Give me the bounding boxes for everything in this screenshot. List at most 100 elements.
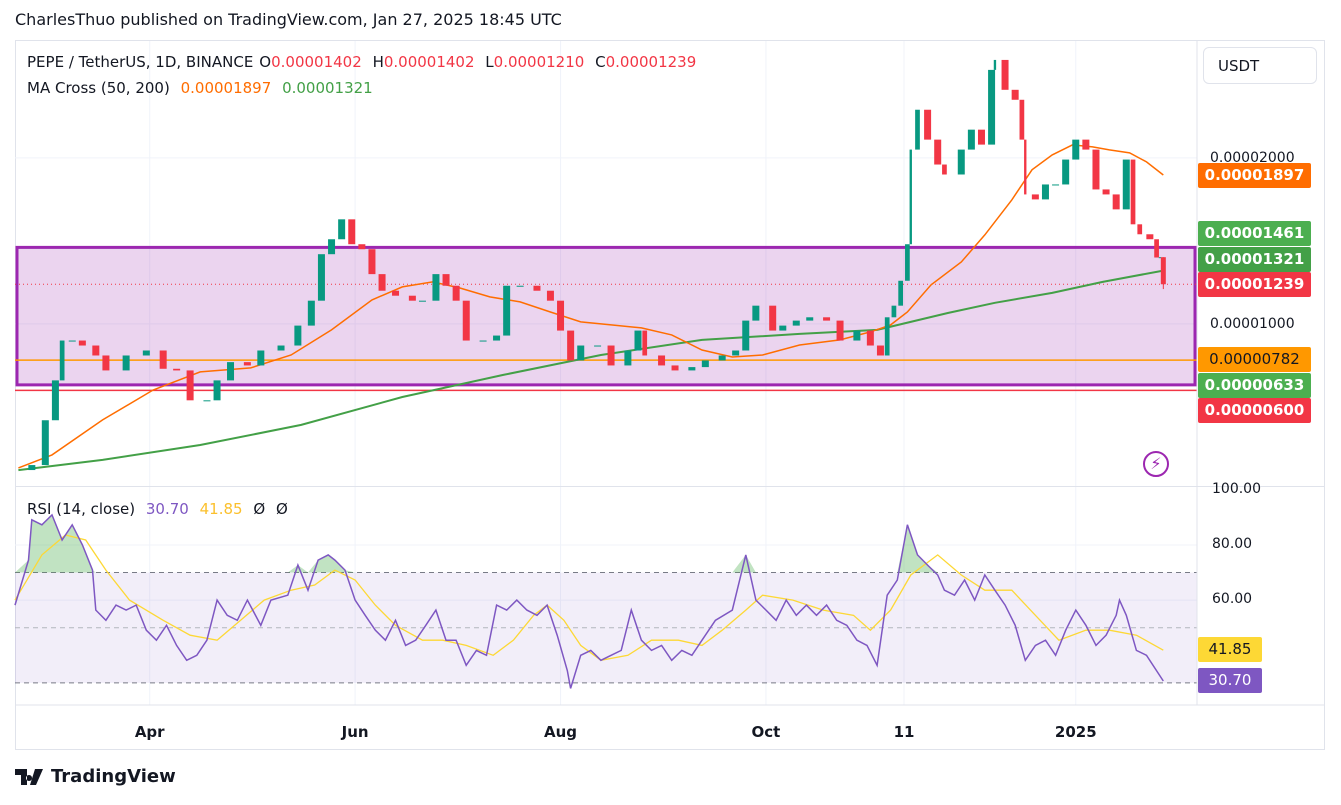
candle [1092, 149, 1100, 190]
candle [779, 325, 787, 331]
candle [891, 305, 897, 318]
candle [924, 109, 932, 140]
candle [993, 59, 997, 70]
rsi-ma-badge: 41.85 [1198, 637, 1262, 662]
orange-level-badge: 0.00000782 [1198, 347, 1311, 372]
candle [462, 300, 470, 341]
candle [493, 335, 501, 341]
candle [243, 362, 251, 366]
candle [1130, 159, 1136, 225]
candle [92, 345, 100, 356]
candle [122, 355, 130, 371]
candle [977, 129, 985, 145]
candle [988, 69, 996, 145]
candle [1011, 89, 1019, 100]
time-tick-label: Jun [341, 723, 369, 741]
lightning-icon[interactable]: ⚡︎ [1143, 451, 1169, 477]
candle [634, 330, 642, 351]
open-value: 0.00001402 [271, 53, 362, 71]
candle [898, 280, 904, 306]
candle [227, 362, 235, 381]
candle [51, 380, 59, 421]
candle [418, 300, 426, 302]
candle [607, 345, 615, 366]
brand-name: TradingView [51, 766, 176, 787]
red-level-badge: 0.00000600 [1198, 398, 1311, 423]
time-tick-label: 2025 [1054, 723, 1097, 741]
candle [1160, 257, 1166, 285]
candle [102, 355, 110, 371]
rsi-band-fill [15, 572, 1197, 683]
time-tick-label: Apr [134, 723, 165, 741]
candle [769, 305, 777, 331]
candle [142, 350, 150, 356]
na-value-2: Ø [275, 500, 288, 518]
rsi-line [14, 513, 1164, 689]
symbol-name[interactable]: PEPE / TetherUS, 1D, BINANCE [27, 53, 254, 71]
candle [358, 244, 366, 250]
candle [957, 149, 965, 175]
candle [1041, 184, 1049, 200]
candle [752, 305, 760, 321]
rsi-ma-line [14, 534, 1164, 661]
candle [905, 244, 910, 281]
na-value-1: Ø [253, 500, 266, 518]
candle [41, 420, 49, 466]
candle [203, 400, 211, 402]
rsi-title[interactable]: RSI (14, close) [27, 500, 136, 518]
candle [866, 330, 874, 346]
candle [378, 274, 386, 291]
candle [967, 129, 975, 150]
candle [1019, 99, 1025, 140]
currency-button[interactable]: USDT [1203, 47, 1317, 84]
candle [1062, 159, 1070, 185]
candle [1024, 139, 1027, 195]
candle [368, 249, 376, 275]
candle [1154, 239, 1159, 258]
candle [452, 285, 460, 301]
last-price-badge: 0.00001239 [1198, 272, 1311, 297]
candle [1072, 139, 1080, 160]
candle [909, 149, 912, 245]
candle [934, 139, 942, 165]
candle [624, 350, 632, 366]
time-tick-label: Oct [751, 723, 781, 741]
candle [173, 368, 181, 371]
time-tick-label: Aug [544, 723, 578, 741]
candle [78, 340, 86, 346]
candle [317, 254, 325, 301]
candle [658, 355, 666, 366]
tradingview-logo-icon [15, 768, 43, 785]
ma-title[interactable]: MA Cross (50, 200) [27, 79, 170, 97]
candle [392, 290, 400, 296]
close-label: C [595, 53, 606, 71]
candle [546, 290, 554, 301]
rsi-tick: 100.00 [1212, 481, 1261, 497]
candle [732, 350, 740, 356]
rsi-tick: 80.00 [1212, 536, 1253, 552]
ma-legend: MA Cross (50, 200) 0.00001897 0.00001321 [27, 79, 379, 97]
candle [479, 340, 487, 342]
candle [338, 219, 346, 240]
published-by: CharlesThuo published on TradingView.com… [15, 10, 562, 29]
candle [1122, 159, 1130, 210]
pane-divider[interactable] [15, 486, 1325, 487]
candle [1052, 184, 1060, 186]
candle [642, 330, 648, 356]
candle [68, 340, 76, 342]
ma50-line [18, 144, 1164, 469]
candle [159, 350, 167, 369]
candle [257, 350, 265, 366]
candle [1082, 139, 1090, 150]
candle [432, 274, 440, 301]
candle [186, 370, 194, 401]
rsi-value: 30.70 [145, 500, 189, 518]
chart-frame [15, 40, 1325, 750]
open-label: O [259, 53, 272, 71]
tradingview-logo[interactable]: TradingView [15, 766, 176, 787]
rsi-legend: RSI (14, close) 30.70 41.85 Ø Ø [27, 500, 294, 518]
candle [884, 317, 890, 356]
candle [213, 380, 221, 401]
candle [1112, 194, 1120, 210]
